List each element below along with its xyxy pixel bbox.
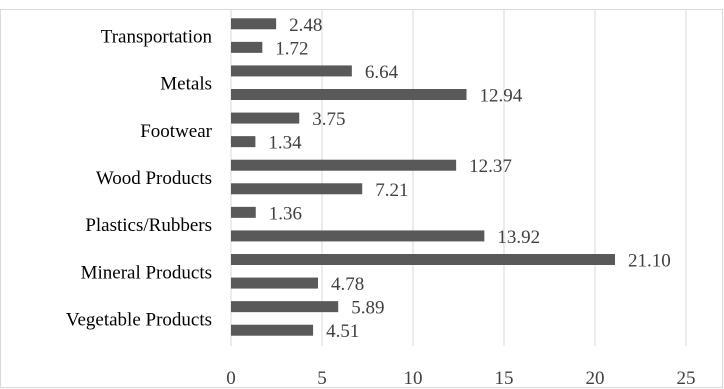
category-label: Mineral Products (81, 262, 212, 283)
x-tick-label: 25 (677, 368, 696, 389)
data-label: 4.51 (326, 321, 359, 342)
data-label: 21.10 (628, 251, 671, 272)
bar-10 (231, 89, 467, 100)
data-label: 1.72 (275, 38, 308, 59)
x-tick-label: 15 (495, 368, 514, 389)
bar-4 (231, 230, 485, 242)
bar-8 (231, 136, 256, 148)
data-label: 7.21 (375, 180, 408, 201)
data-label: 3.75 (312, 109, 345, 130)
x-tick-label: 0 (226, 368, 236, 389)
data-label: 6.64 (365, 62, 399, 83)
category-label: Transportation (101, 27, 213, 48)
data-labels: 4.515.89 4.78 21.10 13.92 1.36 7.21 12.37 1.34 3… (268, 15, 670, 342)
x-tick-label: 5 (317, 368, 327, 389)
bar-5 (231, 206, 256, 218)
data-label: 1.36 (269, 203, 302, 224)
x-tick-label: 10 (404, 368, 423, 389)
bars (231, 18, 616, 336)
data-label: 12.94 (480, 86, 523, 107)
category-label: Footwear (140, 121, 212, 142)
bar-0 (231, 324, 314, 336)
data-label: 13.92 (497, 227, 540, 248)
data-label: 5.89 (351, 298, 384, 319)
category-label: Vegetable Products (66, 309, 212, 330)
bar-11 (231, 65, 352, 77)
bar-9 (231, 112, 300, 124)
data-label: 4.78 (331, 274, 364, 295)
bar-6 (231, 183, 363, 195)
bar-2 (231, 277, 318, 289)
bar-7 (231, 159, 457, 171)
data-label: 12.37 (469, 156, 512, 177)
category-label: Plastics/Rubbers (85, 215, 212, 236)
category-label: Metals (160, 74, 212, 95)
grid-lines (230, 10, 687, 346)
x-tick-labels: 0 5 10 15 20 25 (226, 368, 695, 389)
bar-13 (231, 18, 277, 30)
category-labels: Vegetable Products Mineral Products Plasti… (66, 27, 213, 331)
bar-1 (231, 301, 339, 313)
bar-12 (231, 41, 263, 53)
category-label: Wood Products (96, 168, 212, 189)
data-label: 1.34 (268, 133, 302, 154)
bar-3 (231, 254, 616, 265)
data-label: 2.48 (289, 15, 322, 36)
chart-frame (0, 9, 723, 388)
x-tick-label: 20 (586, 368, 605, 389)
